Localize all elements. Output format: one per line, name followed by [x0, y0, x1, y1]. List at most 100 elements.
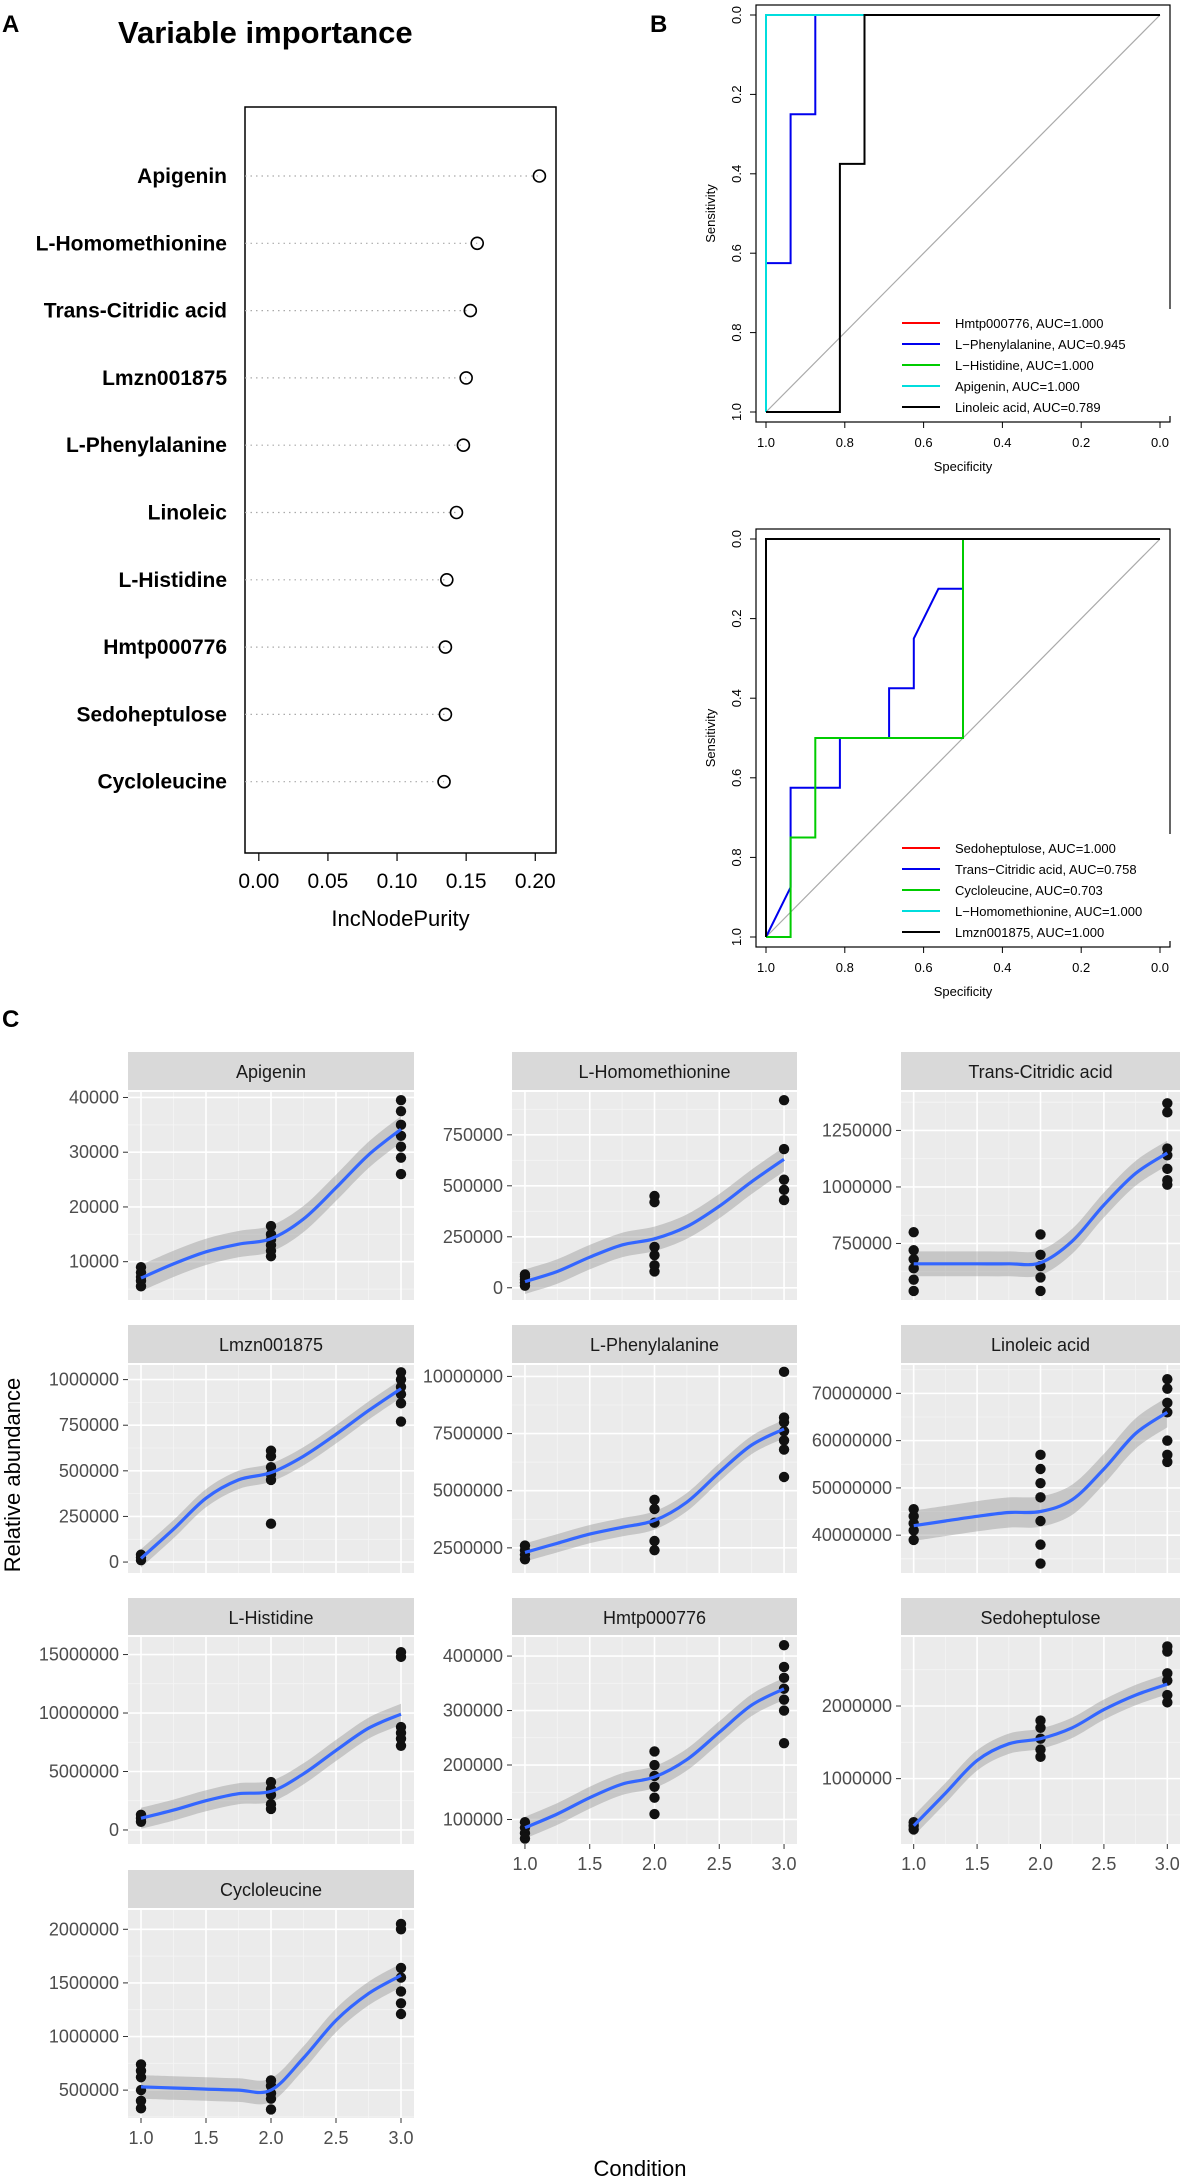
data-point	[778, 1444, 790, 1455]
x-tick-label: 3.0	[388, 2128, 413, 2148]
data-point	[778, 1639, 790, 1651]
data-point	[649, 1544, 660, 1556]
data-point	[908, 1245, 919, 1256]
y-tick-label: 1000000	[822, 1177, 892, 1197]
data-point	[908, 1263, 919, 1274]
data-point	[778, 1694, 790, 1705]
y-tick-label: 0.8	[729, 324, 744, 342]
y-tick-label: 15000000	[39, 1645, 119, 1665]
facet-strip	[901, 1052, 1180, 1090]
x-tick-label: 3.0	[772, 1854, 797, 1874]
data-point	[135, 2103, 147, 2114]
data-point	[1035, 1744, 1046, 1755]
y-tick-label: 1000000	[49, 1370, 119, 1390]
y-tick-label: 0.0	[729, 6, 744, 24]
x-tick-label: 1.5	[193, 2128, 218, 2148]
y-tick-label: 1250000	[822, 1120, 892, 1140]
y-tick-label: 1500000	[49, 1973, 119, 1993]
y-tick-label: 0.6	[729, 769, 744, 787]
smooth-fit-line	[912, 1682, 1168, 1827]
data-point	[135, 2095, 147, 2107]
data-point	[265, 1799, 277, 1810]
data-point	[1162, 1174, 1173, 1186]
data-point	[778, 1705, 790, 1716]
data-point	[1035, 1515, 1046, 1527]
data-point	[649, 1792, 660, 1803]
x-tick-label: 0.0	[1151, 960, 1169, 975]
data-point	[1035, 1539, 1046, 1550]
data-point	[649, 1494, 660, 1506]
x-tick-label: 0.15	[446, 870, 487, 893]
smooth-fit-line	[913, 1151, 1169, 1267]
importance-dot	[437, 774, 451, 789]
data-point	[1162, 1143, 1173, 1154]
legend-label: Linoleic acid, AUC=0.789	[955, 400, 1101, 415]
x-tick-label: 0.0	[1151, 435, 1169, 450]
smooth-fit-line	[140, 1973, 402, 2095]
data-point	[649, 1190, 660, 1202]
y-tick-label: 500000	[59, 2080, 119, 2100]
x-tick-label: 0.2	[1072, 960, 1090, 975]
data-point	[1035, 1492, 1046, 1503]
data-point	[1035, 1229, 1046, 1240]
data-point	[395, 2008, 407, 2020]
data-point	[395, 1918, 407, 1930]
x-tick-label: 1.0	[901, 1854, 926, 1874]
data-point	[395, 1119, 407, 1131]
y-tick-label: 60000000	[812, 1431, 892, 1451]
data-point	[265, 1461, 277, 1473]
data-point	[135, 2059, 147, 2070]
y-tick-label: 5000000	[433, 1481, 503, 1501]
category-label: L-Histidine	[119, 569, 228, 592]
data-point	[395, 1998, 407, 2009]
x-tick-label: 1.0	[128, 2128, 153, 2148]
y-tick-label: 2000000	[822, 1696, 892, 1716]
roc-frame	[755, 4, 1171, 423]
y-tick-label: 2500000	[433, 1538, 503, 1558]
data-point	[778, 1184, 790, 1196]
y-tick-label: 0	[493, 1278, 503, 1298]
y-tick-label: 0	[109, 1552, 119, 1572]
x-tick-label: 1.5	[965, 1854, 990, 1874]
data-point	[265, 1518, 277, 1529]
data-point	[649, 1241, 660, 1253]
data-point	[1035, 1463, 1046, 1475]
y-tick-label: 750000	[832, 1233, 892, 1253]
facet-title: Linoleic acid	[991, 1335, 1090, 1355]
x-tick-label: 2.5	[707, 1854, 732, 1874]
smooth-fit-line	[139, 1387, 402, 1560]
y-tick-label: 1.0	[729, 403, 744, 421]
data-point	[265, 1776, 277, 1788]
data-point	[778, 1143, 790, 1155]
importance-dot	[449, 505, 464, 520]
facet-strip	[901, 1598, 1180, 1635]
y-tick-label: 250000	[59, 1506, 119, 1526]
category-label: Linoleic	[148, 502, 228, 525]
data-point	[519, 1540, 531, 1551]
importance-dot	[440, 572, 454, 587]
facet-title: L-Histidine	[228, 1608, 313, 1628]
data-point	[395, 1095, 407, 1106]
x-axis-label: Specificity	[934, 984, 993, 999]
panel-label-a: A	[2, 11, 19, 38]
confidence-band	[141, 1963, 401, 2105]
legend-label: Lmzn001875, AUC=1.000	[955, 925, 1104, 940]
y-tick-label: 100000	[443, 1809, 503, 1829]
smooth-fit-line	[524, 1427, 785, 1554]
plot-frame	[244, 106, 557, 854]
x-axis-label: IncNodePurity	[331, 906, 469, 931]
y-axis-label: Relative abundance	[0, 1378, 25, 1572]
category-label: Lmzn001875	[102, 367, 227, 390]
x-axis-label: Condition	[594, 2156, 687, 2181]
x-tick-label: 2.0	[1028, 1854, 1053, 1874]
y-tick-label: 40000	[69, 1087, 119, 1107]
y-tick-label: 20000	[69, 1197, 119, 1217]
importance-dot	[438, 707, 453, 722]
data-point	[1035, 1722, 1046, 1733]
x-tick-label: 1.0	[757, 960, 775, 975]
legend-box	[895, 834, 1179, 941]
y-tick-label: 1.0	[729, 928, 744, 946]
x-tick-label: 0.8	[836, 960, 854, 975]
x-tick-label: 0.05	[307, 870, 348, 893]
